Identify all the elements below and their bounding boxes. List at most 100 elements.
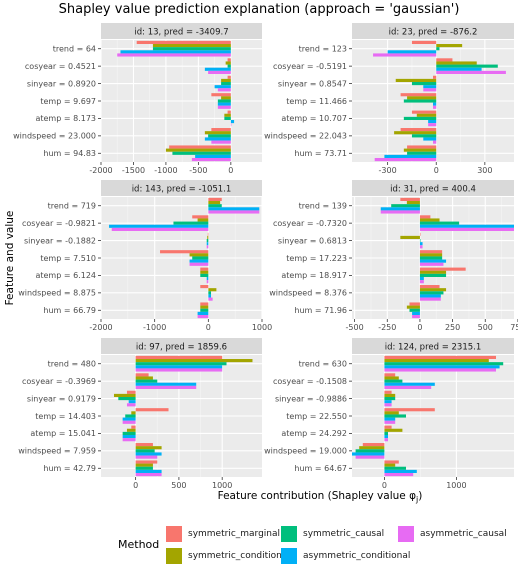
bar-asymmetric-conditional — [197, 311, 209, 315]
bar-asymmetric-causal — [135, 368, 223, 372]
bar-asymmetric-causal — [135, 472, 162, 477]
x-axis-title-subscript: j — [416, 495, 419, 505]
bar-asymmetric-causal — [374, 157, 437, 162]
x-tick-label: -300 — [379, 166, 397, 175]
bar-asymmetric-conditional — [419, 259, 447, 263]
bar-symmetric-marginal — [211, 93, 231, 97]
bar-symmetric-marginal — [384, 390, 392, 394]
bar-symmetric-marginal — [419, 215, 431, 219]
bar-symmetric-causal — [118, 397, 136, 401]
bar-asymmetric-conditional — [208, 207, 260, 211]
bar-asymmetric-causal — [211, 140, 231, 144]
bar-asymmetric-causal — [111, 227, 209, 231]
bar-symmetric-causal — [135, 362, 227, 366]
y-tick-label: sinyear = 0.8547 — [278, 79, 347, 88]
bar-asymmetric-conditional — [204, 137, 231, 141]
bar-asymmetric-causal — [412, 314, 420, 319]
bar-symmetric-causal — [391, 204, 420, 208]
bar-asymmetric-conditional — [135, 382, 197, 386]
bar-asymmetric-conditional — [419, 276, 424, 281]
bar-symmetric-causal — [122, 431, 136, 435]
facet-panel: id: 23, pred = -876.2 trend = 123 cosyear … — [264, 23, 514, 175]
bar-asymmetric-conditional — [128, 400, 136, 404]
bar-asymmetric-causal — [419, 297, 441, 301]
bar-symmetric-marginal — [362, 443, 385, 447]
facet-strip — [101, 338, 262, 354]
y-tick-label: cosyear = -0.5191 — [273, 62, 347, 71]
bar-asymmetric-causal — [135, 385, 197, 389]
bar-asymmetric-causal — [126, 403, 136, 407]
facet-strip — [352, 23, 514, 39]
bar-symmetric-marginal — [200, 285, 209, 289]
facet-strip-label: id: 143, pred = -1051.1 — [132, 185, 232, 195]
bar-symmetric-marginal — [200, 302, 209, 306]
bar-asymmetric-conditional — [230, 119, 235, 124]
bar-symmetric-marginal — [126, 390, 136, 394]
bar-symmetric-causal — [419, 291, 444, 295]
legend-label: symmetric_conditional — [188, 551, 290, 561]
bar-symmetric-conditional — [208, 288, 217, 292]
bar-symmetric-conditional — [419, 253, 443, 257]
bar-symmetric-causal — [384, 466, 406, 470]
y-tick-label: sinyear = 0.8920 — [27, 79, 96, 88]
x-tick-label: -1500 — [122, 166, 145, 175]
facet-panel: id: 143, pred = -1051.1 trend = 719 cosyea… — [18, 180, 272, 332]
x-tick-label: 750 — [510, 323, 518, 332]
bar-symmetric-marginal — [207, 232, 209, 236]
bar-symmetric-causal — [407, 151, 437, 155]
bar-symmetric-causal — [206, 239, 209, 243]
y-tick-label: trend = 719 — [48, 202, 96, 211]
bar-asymmetric-conditional — [120, 50, 231, 54]
y-tick-label: trend = 123 — [299, 45, 347, 54]
bar-symmetric-marginal — [135, 355, 223, 360]
y-tick-label: cosyear = -0.1508 — [273, 377, 347, 386]
bar-asymmetric-causal — [122, 438, 136, 442]
legend-label: symmetric_causal — [303, 529, 385, 539]
bar-symmetric-marginal — [135, 373, 149, 377]
bar-symmetric-marginal — [407, 145, 437, 149]
x-tick-label: -250 — [378, 323, 396, 332]
bar-asymmetric-conditional — [384, 469, 417, 473]
bar-asymmetric-conditional — [122, 434, 136, 439]
bar-asymmetric-causal — [217, 105, 231, 109]
bar-asymmetric-causal — [380, 210, 420, 214]
bar-symmetric-causal — [224, 116, 231, 120]
legend-key-asymmetric-causal — [398, 526, 414, 542]
bar-asymmetric-causal — [135, 455, 158, 459]
bar-asymmetric-conditional — [419, 224, 514, 228]
x-axis-title-main: Feature contribution (Shapley value φ — [217, 490, 417, 502]
bar-symmetric-marginal — [409, 302, 420, 306]
facet-strip — [352, 180, 514, 196]
bar-asymmetric-causal — [419, 245, 423, 249]
bar-symmetric-causal — [409, 308, 420, 312]
bar-symmetric-conditional — [135, 463, 153, 467]
y-tick-label: temp = 9.697 — [40, 97, 96, 106]
x-tick-label: 500 — [171, 481, 186, 490]
bar-symmetric-causal — [208, 291, 212, 295]
y-tick-label: cosyear = -0.7320 — [273, 219, 347, 228]
bar-asymmetric-conditional — [214, 85, 231, 89]
bar-symmetric-marginal — [384, 460, 399, 464]
x-tick-label: -2000 — [89, 323, 112, 332]
y-tick-label: atemp = 8.173 — [35, 114, 96, 123]
y-tick-label: windspeed = 19.000 — [264, 447, 347, 456]
bar-asymmetric-causal — [419, 227, 514, 231]
bar-symmetric-conditional — [419, 288, 447, 292]
x-tick-label: -2000 — [89, 166, 112, 175]
y-axis-title: Feature and value — [4, 210, 16, 306]
legend-label: asymmetric_causal — [420, 529, 507, 539]
bar-symmetric-causal — [355, 449, 385, 453]
bar-symmetric-causal — [436, 64, 498, 68]
faceted-bar-chart: id: 13, pred = -3409.7 trend = 64 cosyear … — [13, 23, 518, 490]
facet-strip-label: id: 23, pred = -876.2 — [389, 28, 478, 38]
bar-symmetric-causal — [208, 134, 231, 138]
bar-symmetric-conditional — [197, 218, 209, 222]
bar-symmetric-causal — [125, 414, 136, 418]
bar-asymmetric-causal — [197, 314, 209, 319]
facet-panel: id: 124, pred = 2315.1 trend = 630 cosyear… — [264, 338, 514, 490]
bar-symmetric-conditional — [207, 235, 209, 240]
y-tick-label: temp = 17.223 — [286, 254, 347, 263]
y-tick-label: trend = 139 — [299, 202, 347, 211]
bar-symmetric-conditional — [165, 148, 231, 152]
x-tick-label: 0 — [382, 481, 387, 490]
